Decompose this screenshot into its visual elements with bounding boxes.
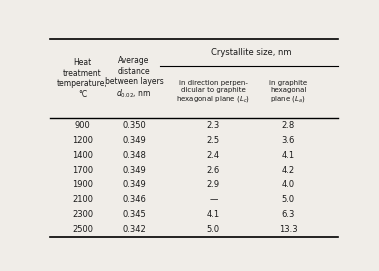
Text: —: —: [209, 195, 218, 204]
Text: 0.342: 0.342: [122, 225, 146, 234]
Text: 2.4: 2.4: [207, 151, 220, 160]
Text: 5.0: 5.0: [207, 225, 220, 234]
Text: 1700: 1700: [72, 166, 93, 175]
Text: 1400: 1400: [72, 151, 93, 160]
Text: 0.349: 0.349: [122, 180, 146, 189]
Text: 2.9: 2.9: [207, 180, 220, 189]
Text: 2100: 2100: [72, 195, 93, 204]
Text: 5.0: 5.0: [282, 195, 295, 204]
Text: 2.5: 2.5: [207, 136, 220, 145]
Text: 2500: 2500: [72, 225, 93, 234]
Text: 0.349: 0.349: [122, 136, 146, 145]
Text: 4.0: 4.0: [282, 180, 295, 189]
Text: 0.350: 0.350: [122, 121, 146, 130]
Text: 2.3: 2.3: [207, 121, 220, 130]
Text: 0.348: 0.348: [122, 151, 146, 160]
Text: 2300: 2300: [72, 210, 93, 219]
Text: Heat
treatment
temperature,
°C: Heat treatment temperature, °C: [57, 58, 108, 99]
Text: in graphite
hexagonal
plane ($L_a$): in graphite hexagonal plane ($L_a$): [269, 80, 307, 104]
Text: 0.349: 0.349: [122, 166, 146, 175]
Text: 900: 900: [75, 121, 91, 130]
Text: 2.8: 2.8: [282, 121, 295, 130]
Text: in direction perpen-
dicular to graphite
hexagonal plane ($L_c$): in direction perpen- dicular to graphite…: [176, 80, 251, 104]
Text: 4.1: 4.1: [282, 151, 295, 160]
Text: 1900: 1900: [72, 180, 93, 189]
Text: 1200: 1200: [72, 136, 93, 145]
Text: 0.346: 0.346: [122, 195, 146, 204]
Text: 3.6: 3.6: [282, 136, 295, 145]
Text: 13.3: 13.3: [279, 225, 298, 234]
Text: 4.1: 4.1: [207, 210, 220, 219]
Text: Average
distance
between layers
$d_{0.02}$, nm: Average distance between layers $d_{0.02…: [105, 56, 163, 101]
Text: 2.6: 2.6: [207, 166, 220, 175]
Text: 0.345: 0.345: [122, 210, 146, 219]
Text: 4.2: 4.2: [282, 166, 295, 175]
Text: Crystallite size, nm: Crystallite size, nm: [210, 48, 291, 57]
Text: 6.3: 6.3: [282, 210, 295, 219]
